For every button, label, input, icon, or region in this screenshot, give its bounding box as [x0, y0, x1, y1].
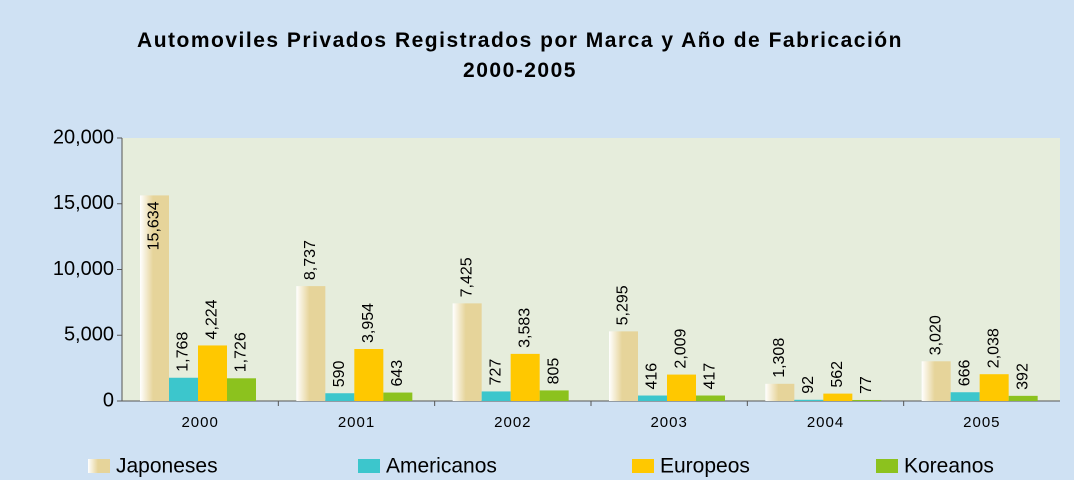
data-label: 15,634: [146, 201, 163, 250]
data-label: 5,295: [615, 285, 632, 325]
data-label: 2,038: [985, 328, 1002, 368]
bar: [354, 349, 384, 401]
data-label: 417: [702, 363, 719, 390]
x-tick-label: 2005: [963, 414, 1000, 431]
bar: [198, 345, 227, 401]
bar: [481, 391, 511, 401]
bar: [452, 303, 482, 401]
y-tick-label: 15,000: [53, 192, 114, 214]
data-label: 77: [858, 376, 875, 394]
y-tick-label: 10,000: [53, 258, 114, 280]
bar: [169, 377, 198, 401]
x-tick-label: 2000: [181, 414, 218, 431]
y-tick-label: 5,000: [64, 324, 114, 346]
data-label: 3,954: [360, 303, 377, 343]
bar: [696, 395, 725, 401]
x-tick-label: 2001: [338, 414, 375, 431]
data-label: 643: [389, 360, 406, 387]
bar: [609, 331, 638, 401]
bar: [667, 374, 696, 401]
data-label: 3,020: [927, 315, 944, 355]
bar: [140, 195, 169, 401]
x-tick-label: 2003: [650, 414, 687, 431]
legend-label: Europeos: [660, 455, 750, 478]
data-label: 92: [800, 376, 817, 394]
data-label: 562: [829, 361, 846, 388]
data-label: 2,009: [673, 328, 690, 368]
bar: [638, 395, 667, 401]
bar: [539, 390, 569, 401]
data-label: 416: [644, 363, 661, 390]
data-label: 1,726: [233, 332, 250, 372]
legend-label: Japoneses: [116, 455, 218, 478]
data-label: 4,224: [204, 299, 221, 339]
data-label: 1,768: [175, 332, 192, 372]
y-tick-label: 0: [103, 389, 114, 411]
legend-swatch: [88, 459, 110, 473]
bar: [325, 393, 355, 401]
bar: [979, 374, 1009, 401]
legend-label: Americanos: [386, 455, 497, 478]
bar: [823, 393, 853, 401]
data-label: 805: [545, 358, 562, 385]
bar: [765, 383, 795, 401]
bar: [296, 286, 326, 401]
data-label: 1,308: [771, 338, 788, 378]
data-label: 590: [331, 360, 348, 387]
bar: [852, 399, 882, 401]
x-tick-label: 2004: [807, 414, 844, 431]
bar: [950, 392, 980, 401]
bar: [1008, 395, 1038, 401]
plot-area: [122, 138, 1060, 401]
bar: [794, 399, 824, 401]
x-tick-label: 2002: [494, 414, 531, 431]
y-tick-label: 20,000: [53, 126, 114, 148]
legend-swatch: [876, 459, 898, 473]
legend-swatch: [358, 459, 380, 473]
data-label: 3,583: [516, 308, 533, 348]
bar: [227, 378, 256, 401]
data-label: 666: [956, 359, 973, 386]
legend-label: Koreanos: [904, 455, 994, 478]
bar: [383, 392, 413, 401]
legend-swatch: [632, 459, 654, 473]
bar: [510, 353, 540, 401]
data-label: 7,425: [458, 257, 475, 297]
data-label: 8,737: [302, 240, 319, 280]
data-label: 392: [1014, 363, 1031, 390]
chart-title: Automoviles Privados Registrados por Mar…: [137, 29, 903, 82]
data-label: 727: [487, 359, 504, 386]
bar: [921, 361, 951, 401]
